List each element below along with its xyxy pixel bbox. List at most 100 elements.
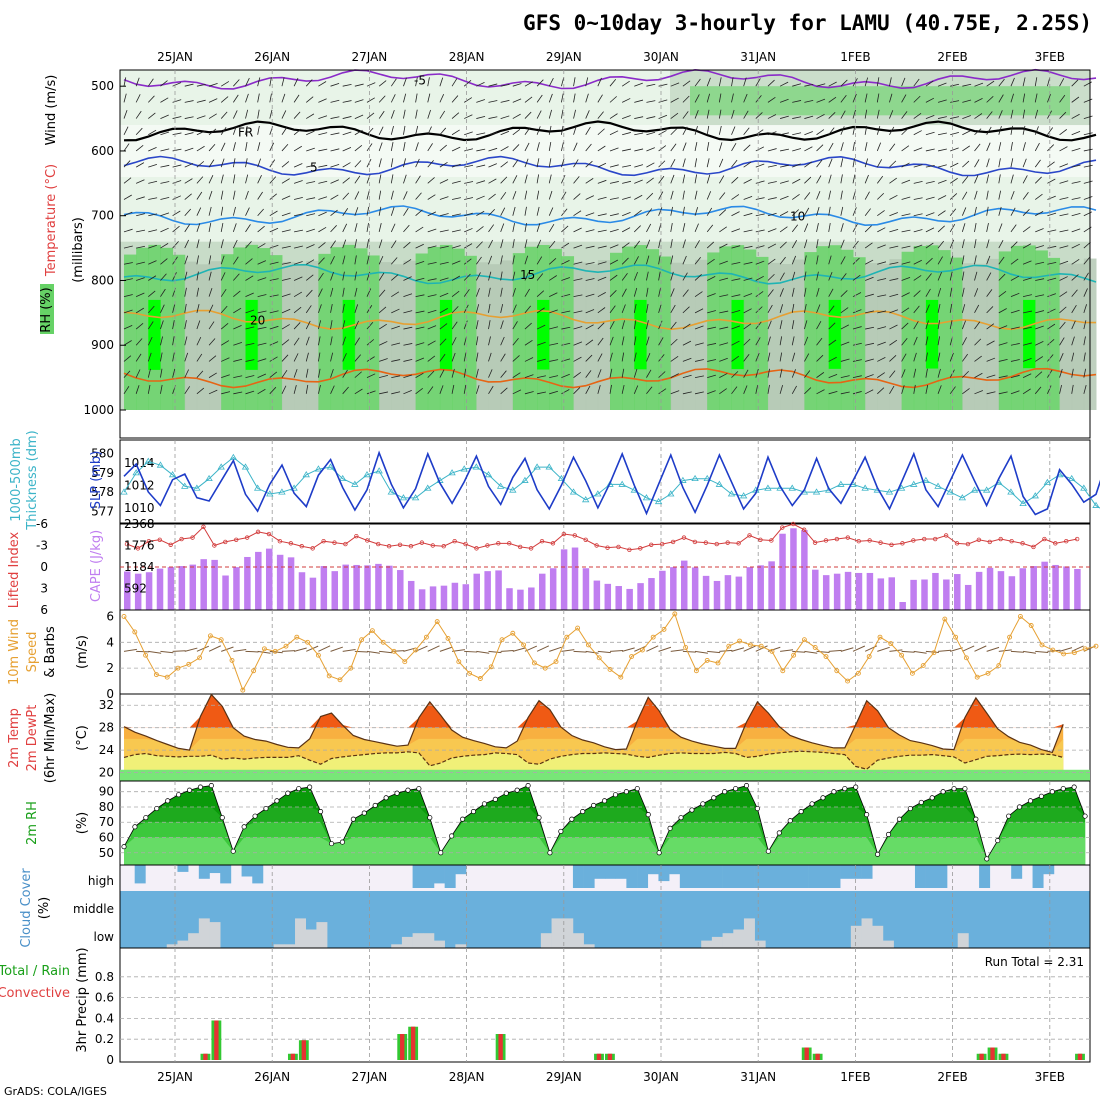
rh-cell: [840, 249, 854, 410]
wind-barb: [755, 245, 765, 249]
wind-barb: [245, 309, 255, 314]
wind-barb: [889, 262, 899, 265]
cloud-high-bar: [433, 865, 445, 884]
wind-barb: [925, 352, 928, 362]
wind-barb: [621, 98, 631, 103]
label-lifted-index: Lifted Index: [7, 531, 22, 608]
thickness-marker: [703, 474, 711, 482]
wind-barb: [269, 386, 277, 395]
wind-barb: [780, 148, 790, 152]
wind-barb: [208, 159, 215, 168]
wind-barb: [743, 178, 752, 184]
wind-barb: [804, 131, 813, 136]
wind-barb: [196, 191, 203, 200]
wind-barb: [524, 305, 531, 314]
wind-barb: [390, 257, 398, 265]
wind-barb: [245, 190, 249, 200]
temp-contour: [123, 68, 1097, 90]
wind-barb: [415, 125, 419, 135]
wind-barb: [233, 375, 243, 379]
wind-barb: [840, 126, 845, 135]
wind-barb: [196, 130, 206, 136]
wind-barb: [1022, 175, 1028, 184]
wind-barb: [536, 174, 540, 184]
wind-speed-marker: [521, 642, 527, 648]
cape-bar: [822, 575, 830, 610]
wind-barb: [779, 256, 786, 265]
wind-barb: [305, 274, 314, 281]
wind-barb: [950, 83, 960, 87]
wind-barb: [232, 239, 238, 249]
wind-barb: [293, 261, 303, 265]
date-label-top: 28JAN: [449, 50, 485, 64]
wind-barb: [743, 354, 750, 362]
wind-barb: [949, 287, 953, 297]
wind-barb: [986, 289, 993, 297]
wind-barb: [840, 256, 846, 265]
cape-bar: [833, 573, 841, 610]
wind-barb: [707, 374, 716, 379]
thickness-marker: [132, 469, 140, 476]
wind-speed-marker: [164, 674, 170, 680]
wind-barb: [573, 310, 583, 314]
wind-barb: [293, 369, 298, 378]
date-label-top: 30JAN: [643, 50, 679, 64]
label-slp: SLP (mb): [89, 451, 104, 510]
wind-barb: [451, 78, 458, 87]
cloud-high-bar: [626, 865, 638, 888]
cape-bar: [134, 573, 142, 610]
wind-barb: [549, 390, 558, 395]
wind-barb: [269, 193, 277, 200]
wind-barb: [865, 310, 875, 314]
wind-barb: [464, 243, 473, 249]
wind-barb: [1010, 309, 1020, 314]
cape-bar: [156, 568, 164, 610]
label-10m-wind: 10m Wind: [7, 619, 22, 685]
wind-barb: [573, 356, 582, 362]
wind-barb: [220, 190, 224, 200]
wind-barb: [281, 354, 289, 362]
wind-barb: [670, 190, 674, 200]
thickness-marker: [691, 474, 699, 482]
wind-barb: [548, 93, 553, 103]
rh-cell: [500, 260, 514, 410]
wind-barb: [694, 94, 700, 103]
lifted-index-marker: [659, 541, 665, 547]
wind-barb: [342, 320, 346, 330]
wind-barb: [305, 336, 310, 346]
wind-barb: [804, 320, 808, 330]
wind-barb: [427, 228, 437, 233]
cloud-high-bar: [669, 865, 681, 875]
wind-barb: [1083, 241, 1091, 249]
wind-barb: [305, 96, 314, 103]
lifted-index-marker: [812, 540, 818, 545]
wind-barb-10m: [573, 650, 587, 653]
wind-barb: [828, 255, 832, 265]
wind-barb: [512, 338, 519, 346]
wind-barb: [208, 128, 217, 136]
wind-barb: [852, 78, 858, 87]
wind-barb: [354, 191, 360, 200]
wind-barb: [135, 307, 145, 314]
wind-barb: [658, 160, 666, 168]
wind-barb: [475, 288, 480, 297]
wind-barb: [305, 79, 313, 87]
cape-bar: [167, 567, 175, 610]
cape-bar: [899, 602, 906, 610]
wind-barb: [366, 190, 370, 200]
wind-barb: [852, 109, 856, 119]
cape-bar: [986, 567, 994, 610]
wind-barb: [621, 384, 625, 394]
wind-barb: [524, 222, 527, 232]
cape-bar: [975, 571, 983, 610]
cape-bar: [855, 572, 863, 610]
wind-barb: [184, 147, 194, 152]
cloud-high-bar: [1032, 865, 1044, 888]
wind-barb: [585, 178, 594, 184]
wind-barb: [148, 164, 158, 168]
rh-cell: [950, 257, 963, 410]
wind-speed-marker: [542, 665, 548, 671]
thickness-marker: [1031, 492, 1039, 499]
wind-barb: [889, 293, 899, 298]
wind-barb: [670, 321, 677, 330]
